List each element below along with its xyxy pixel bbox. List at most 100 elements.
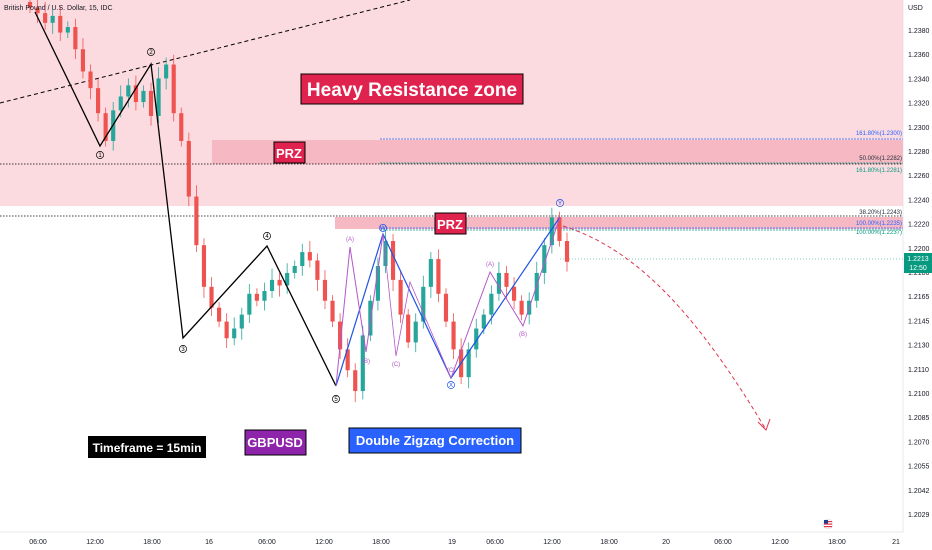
- blue-wave-label: X: [449, 383, 453, 389]
- symbol-title: British Pound / U.S. Dollar, 15, IDC: [4, 5, 113, 12]
- candle-body: [474, 328, 479, 350]
- price-tick: 1.2100: [908, 391, 930, 398]
- candle-body: [451, 321, 456, 350]
- candle-body: [436, 259, 441, 294]
- time-tick: 18:00: [600, 539, 618, 546]
- trendline: [0, 0, 411, 104]
- currency-label: USD: [908, 5, 923, 12]
- blue-label-ring: [379, 224, 387, 232]
- pair-label-box: GBPUSD: [244, 429, 307, 456]
- candle-body: [217, 307, 222, 322]
- time-tick: 12:00: [543, 539, 561, 546]
- candle-body: [330, 300, 335, 322]
- pair-label: GBPUSD: [247, 435, 303, 450]
- candle-body: [224, 321, 229, 339]
- fib-lower-1: 38.20%(1.2243): [859, 210, 902, 216]
- candle-body: [148, 90, 154, 116]
- pattern-label: Double Zigzag Correction: [356, 433, 514, 448]
- candles: [27, 0, 570, 403]
- impulse-wave-label: 1: [98, 153, 102, 159]
- candle-body: [118, 96, 123, 111]
- price-tick: 1.2240: [908, 197, 930, 204]
- forecast-arrowhead: [757, 418, 771, 431]
- time-axis-panel[interactable]: [0, 532, 903, 550]
- price-tick: 1.2130: [908, 343, 930, 350]
- candle-body: [489, 293, 494, 315]
- price-tick: 1.2320: [908, 101, 930, 108]
- purple-wave-label: (C): [392, 362, 400, 368]
- resistance-label-box: Heavy Resistance zone: [300, 73, 524, 105]
- candle-body: [504, 272, 509, 287]
- time-tick: 19: [448, 539, 456, 546]
- candle-body: [50, 15, 55, 23]
- price-tick: 1.2110: [908, 367, 929, 374]
- candle-body: [35, 7, 40, 14]
- price-tick: 1.2200: [908, 246, 930, 253]
- price-tick: 1.2300: [908, 125, 930, 132]
- prz-upper-band: [212, 140, 903, 164]
- candle-body: [277, 279, 282, 286]
- prz-lower-label: PRZ: [437, 217, 463, 232]
- us-flag-icon[interactable]: [822, 518, 834, 530]
- time-tick: 21: [892, 539, 900, 546]
- candle-body: [186, 140, 191, 197]
- candle-body: [65, 27, 70, 33]
- candle-body: [368, 300, 373, 336]
- wave-labels: 1 2 3 4 5 W X Y (A) (B) (C) (A) (B) (C): [96, 48, 564, 403]
- candle-body: [179, 113, 184, 141]
- price-tick: 1.2360: [908, 52, 930, 59]
- candle-body: [413, 321, 418, 343]
- price-tick: 1.2280: [908, 149, 930, 156]
- purple-wave-label: (A): [486, 262, 494, 268]
- blue-label-ring: [447, 381, 455, 389]
- impulse-wave-label: 3: [181, 347, 185, 353]
- candle-body: [58, 15, 63, 33]
- candle-body: [141, 90, 146, 103]
- price-axis-panel[interactable]: [903, 0, 932, 550]
- candle-body: [557, 217, 562, 241]
- price-tick: 1.2070: [908, 439, 930, 446]
- candle-body: [285, 272, 290, 286]
- timeframe-label-box: Timeframe = 15min: [88, 436, 206, 458]
- time-tick: 18:00: [372, 539, 390, 546]
- candle-body: [269, 279, 275, 292]
- impulse-label-ring: [179, 345, 187, 353]
- candle-body: [375, 266, 380, 301]
- candle-body: [338, 321, 343, 350]
- candle-body: [27, 2, 33, 8]
- candle-body: [466, 349, 471, 378]
- time-axis-ticks: 06:00 12:00 18:00 16 06:00 12:00 18:00 19 06:00 1…: [29, 539, 900, 546]
- candle-body: [406, 314, 411, 343]
- time-tick: 12:00: [771, 539, 789, 546]
- candle-body: [156, 78, 161, 116]
- price-tick: 1.2042: [908, 488, 930, 495]
- candle-body: [564, 240, 570, 262]
- purple-subwave-2: [450, 216, 561, 379]
- candle-body: [201, 245, 207, 287]
- price-tick: 1.2165: [908, 294, 930, 301]
- fib-lower-3: 100.00%(1.2237): [856, 230, 902, 236]
- price-tick: 1.2029: [908, 512, 930, 519]
- impulse-label-ring: [263, 232, 271, 240]
- impulse-wave-label: 5: [334, 397, 338, 403]
- pattern-label-box: Double Zigzag Correction: [348, 427, 522, 454]
- price-tick: 1.2085: [908, 415, 930, 422]
- purple-subwave-3: [382, 233, 452, 379]
- candle-body: [171, 64, 176, 114]
- blue-wave-label: Y: [558, 201, 562, 207]
- fib-upper-3: 161.80%(1.2281): [856, 168, 902, 174]
- current-time: 12:50: [909, 265, 927, 272]
- candle-body: [73, 27, 78, 50]
- prz-upper-label: PRZ: [276, 146, 302, 161]
- candle-body: [262, 291, 267, 301]
- impulse-wave-line: [34, 11, 337, 387]
- time-tick: 12:00: [86, 539, 104, 546]
- purple-wave-label: (B): [519, 332, 527, 338]
- candle-body: [496, 272, 502, 294]
- fib-lower-2: 100.00%(1.2235): [856, 221, 902, 227]
- purple-wave-label: (A): [346, 237, 354, 243]
- purple-subwave-1: [335, 233, 384, 387]
- price-tick: 1.2055: [908, 464, 930, 471]
- candle-body: [542, 245, 547, 273]
